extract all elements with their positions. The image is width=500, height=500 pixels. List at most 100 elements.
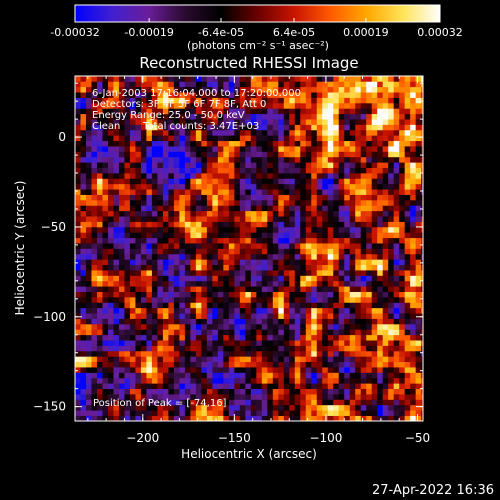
- heatmap-cell: [371, 334, 378, 341]
- heatmap-cell: [223, 178, 230, 185]
- heatmap-cell: [410, 237, 417, 244]
- heatmap-cell: [300, 264, 307, 271]
- heatmap-cell: [272, 86, 279, 93]
- heatmap-cell: [129, 129, 136, 136]
- heatmap-cell: [157, 275, 164, 282]
- heatmap-cell: [135, 124, 142, 131]
- colorbar: [74, 4, 441, 23]
- heatmap-cell: [135, 167, 142, 174]
- heatmap-cell: [113, 189, 120, 195]
- heatmap-cell: [91, 92, 98, 98]
- heatmap-cell: [234, 226, 241, 233]
- heatmap-cell: [206, 372, 213, 379]
- heatmap-cell: [283, 340, 290, 346]
- heatmap-cell: [173, 92, 180, 98]
- heatmap-cell: [212, 286, 219, 292]
- heatmap-cell: [173, 119, 180, 125]
- heatmap-cell: [300, 302, 307, 309]
- heatmap-cell: [300, 108, 307, 115]
- heatmap-cell: [140, 404, 147, 411]
- heatmap-cell: [102, 383, 109, 390]
- heatmap-cell: [85, 383, 92, 390]
- heatmap-cell: [140, 259, 147, 266]
- heatmap-cell: [179, 404, 186, 411]
- heatmap-cell: [267, 86, 274, 93]
- heatmap-cell: [80, 297, 87, 303]
- heatmap-cell: [410, 92, 417, 98]
- heatmap-cell: [261, 404, 268, 411]
- heatmap-cell: [267, 140, 274, 147]
- heatmap-cell: [283, 226, 290, 233]
- heatmap-cell: [410, 275, 417, 282]
- heatmap-cell: [179, 243, 186, 249]
- heatmap-cell: [245, 162, 252, 168]
- heatmap-cell: [91, 329, 98, 336]
- heatmap-cell: [278, 270, 285, 276]
- heatmap-cell: [124, 410, 131, 416]
- heatmap-cell: [349, 173, 356, 179]
- heatmap-cell: [250, 178, 257, 185]
- heatmap-cell: [212, 135, 219, 142]
- heatmap-cell: [157, 243, 164, 249]
- heatmap-cell: [201, 383, 208, 390]
- heatmap-cell: [311, 334, 318, 341]
- heatmap-cell: [151, 183, 158, 190]
- heatmap-cell: [355, 264, 362, 271]
- heatmap-cell: [223, 394, 230, 400]
- heatmap-cell: [184, 275, 191, 282]
- heatmap-cell: [91, 189, 98, 195]
- heatmap-cell: [157, 377, 164, 384]
- heatmap-cell: [278, 124, 285, 131]
- heatmap-cell: [228, 199, 235, 206]
- heatmap-cell: [140, 216, 147, 222]
- heatmap-cell: [206, 156, 213, 163]
- heatmap-cell: [415, 280, 422, 287]
- heatmap-cell: [107, 297, 114, 303]
- heatmap-cell: [239, 173, 246, 179]
- heatmap-cell: [223, 156, 230, 163]
- heatmap-cell: [382, 302, 389, 309]
- heatmap-cell: [206, 146, 213, 152]
- heatmap-cell: [85, 199, 92, 206]
- heatmap-cell: [344, 221, 351, 228]
- heatmap-cell: [250, 410, 257, 416]
- heatmap-cell: [366, 156, 373, 163]
- heatmap-cell: [201, 97, 208, 104]
- heatmap-cell: [113, 113, 120, 120]
- heatmap-cell: [311, 286, 318, 292]
- heatmap-cell: [267, 410, 274, 416]
- heatmap-cell: [118, 270, 125, 276]
- heatmap-cell: [140, 199, 147, 206]
- heatmap-cell: [349, 92, 356, 98]
- heatmap-cell: [190, 334, 197, 341]
- heatmap-cell: [399, 318, 406, 325]
- heatmap-cell: [212, 264, 219, 271]
- heatmap-cell: [338, 264, 345, 271]
- heatmap-cell: [333, 92, 340, 98]
- heatmap-cell: [206, 102, 213, 109]
- heatmap-cell: [179, 350, 186, 357]
- heatmap-cell: [283, 350, 290, 357]
- heatmap-cell: [184, 92, 191, 98]
- heatmap-cell: [322, 323, 329, 330]
- heatmap-cell: [382, 146, 389, 152]
- heatmap-cell: [118, 135, 125, 142]
- heatmap-cell: [256, 286, 263, 292]
- heatmap-cell: [327, 340, 334, 346]
- heatmap-cell: [206, 194, 213, 201]
- heatmap-cell: [344, 156, 351, 163]
- heatmap-cell: [162, 259, 169, 266]
- heatmap-cell: [107, 253, 114, 260]
- heatmap-cell: [283, 108, 290, 115]
- heatmap-cell: [146, 361, 153, 368]
- heatmap-cell: [333, 210, 340, 217]
- heatmap-cell: [338, 356, 345, 363]
- heatmap-cell: [338, 113, 345, 120]
- heatmap-cell: [118, 124, 125, 131]
- heatmap-cell: [212, 367, 219, 373]
- heatmap-cell: [344, 135, 351, 142]
- heatmap-cell: [283, 173, 290, 179]
- heatmap-cell: [102, 313, 109, 319]
- heatmap-cell: [366, 361, 373, 368]
- heatmap-cell: [206, 302, 213, 309]
